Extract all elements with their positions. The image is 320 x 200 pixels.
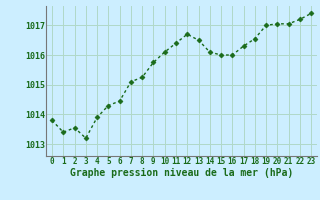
X-axis label: Graphe pression niveau de la mer (hPa): Graphe pression niveau de la mer (hPa) — [70, 168, 293, 178]
